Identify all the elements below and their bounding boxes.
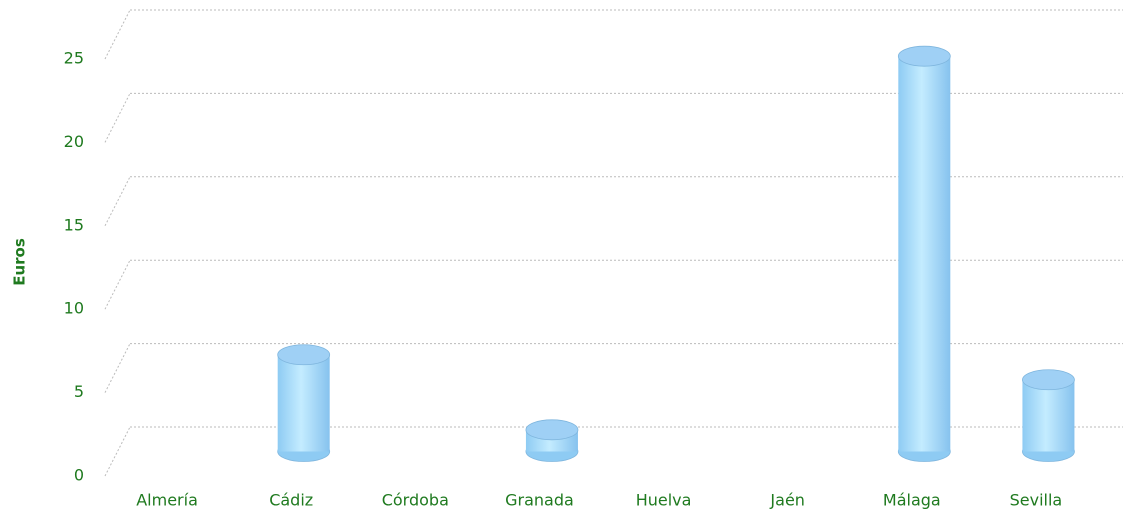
x-tick-label: Córdoba [382, 491, 449, 510]
y-tick-label: 15 [64, 215, 84, 234]
y-tick-label: 5 [74, 382, 84, 401]
bar-top [277, 344, 331, 366]
grid-line-side [104, 9, 131, 60]
x-tick-label: Huelva [636, 491, 692, 510]
grid-line-side [104, 93, 131, 143]
y-tick-label: 0 [74, 466, 84, 485]
bar [898, 56, 951, 452]
bar [277, 354, 330, 452]
bar-top [525, 419, 579, 441]
grid-line-side [104, 426, 131, 477]
bar [1022, 379, 1075, 452]
x-tick-label: Cádiz [269, 491, 313, 510]
grid-line-side [104, 176, 131, 227]
x-tick-label: Málaga [883, 491, 941, 510]
x-tick-label: Almería [136, 491, 198, 510]
y-tick-label: 25 [64, 49, 84, 68]
x-tick-label: Sevilla [1010, 491, 1063, 510]
bar-top [1022, 369, 1075, 391]
x-tick-label: Jaén [769, 491, 805, 510]
bar-top [897, 45, 951, 67]
grid-line-side [104, 343, 131, 393]
y-tick-label: 10 [64, 299, 84, 318]
grid-line-side [104, 259, 131, 310]
y-tick-label: 20 [64, 132, 84, 151]
y-axis-label: Euros [11, 238, 29, 286]
x-tick-label: Granada [505, 491, 574, 510]
